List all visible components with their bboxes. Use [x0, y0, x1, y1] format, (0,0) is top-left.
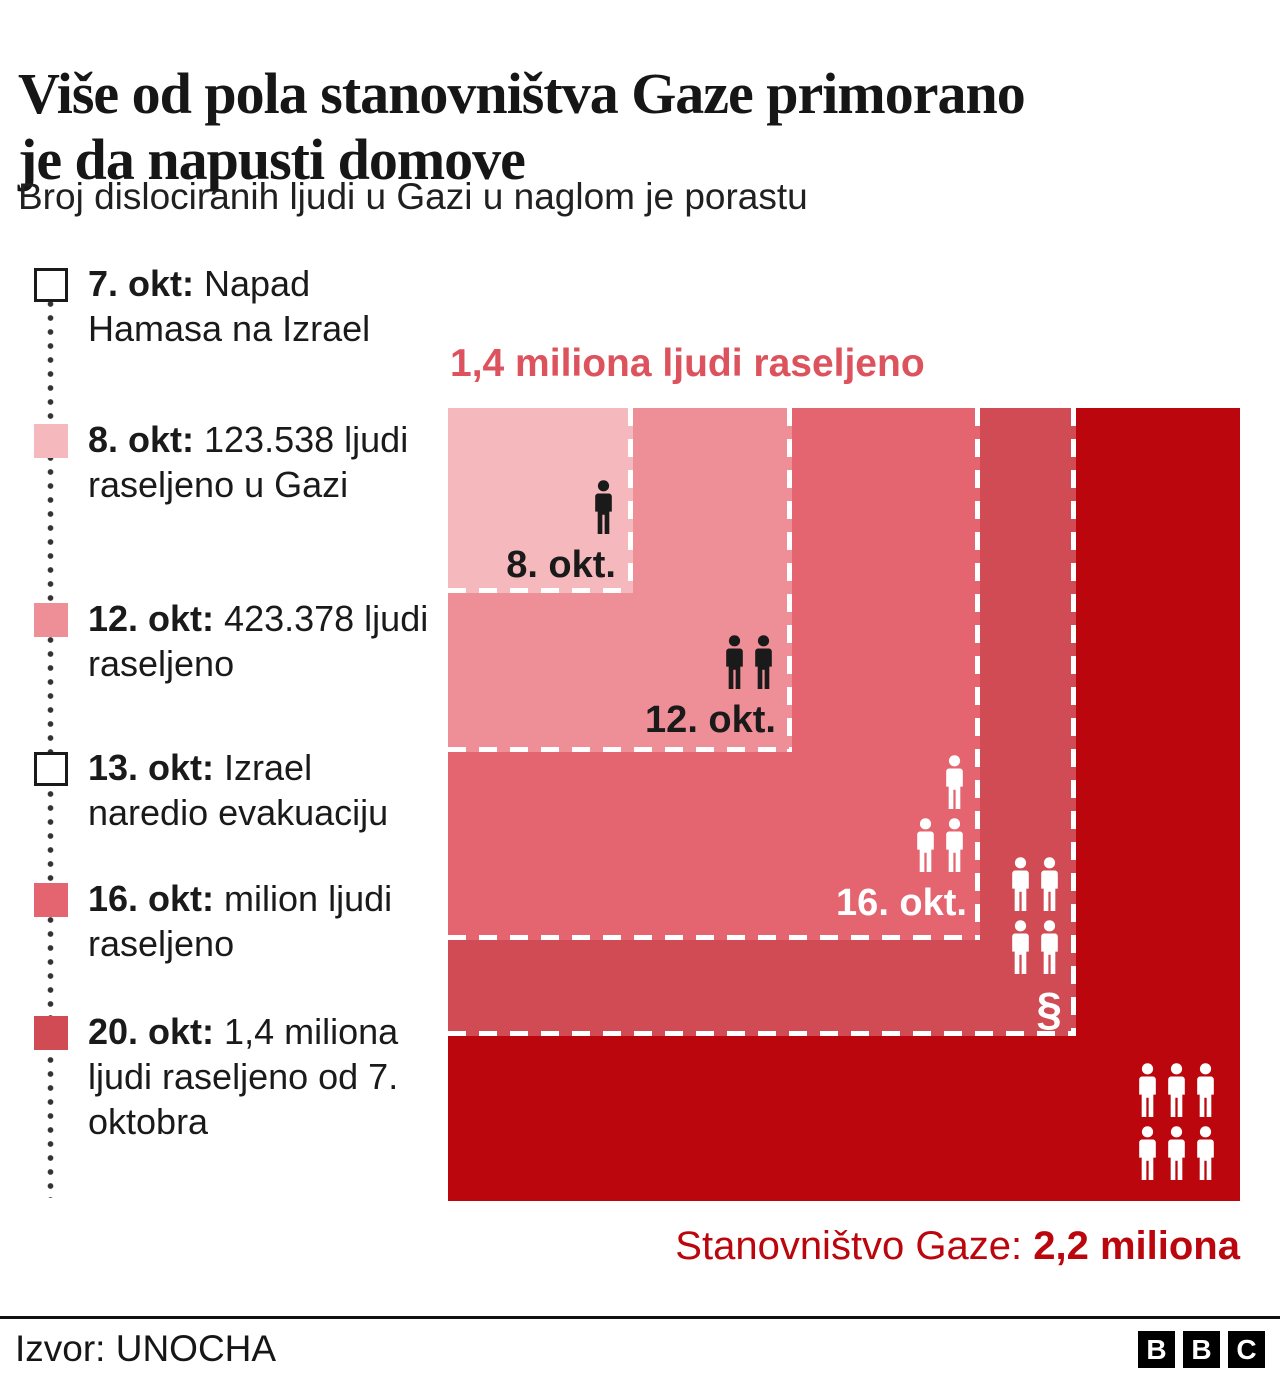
bbc-logo-block: B — [1183, 1331, 1220, 1368]
icon-row — [942, 755, 967, 809]
footer-divider — [0, 1316, 1280, 1319]
timeline-item-text: 20. okt: 1,4 miliona ljudi raseljeno od … — [88, 1009, 436, 1144]
region-dashed-border-right — [787, 408, 792, 752]
person-icon — [946, 818, 963, 872]
person-icon — [1197, 1126, 1214, 1180]
source-label: Izvor: UNOCHA — [15, 1328, 277, 1369]
bbc-logo-block: B — [1138, 1331, 1175, 1368]
icon-row — [913, 818, 967, 872]
icon-row — [1008, 857, 1062, 911]
region-dashed-border-bottom — [448, 935, 980, 940]
page-subtitle: Broj dislociranih ljudi u Gazi u naglom … — [18, 176, 808, 217]
region-label-okt-12: 12. okt. — [645, 699, 776, 741]
timeline-item-description: Izrael naredio evakuaciju — [88, 747, 389, 833]
population-total-label: Stanovništvo Gaze: 2,2 miliona — [675, 1224, 1240, 1269]
timeline-item-date: 16. okt: — [88, 878, 225, 919]
person-icon — [726, 635, 743, 689]
icon-row — [1135, 1126, 1218, 1180]
icon-row — [1135, 1063, 1218, 1117]
region-dashed-border-right — [1071, 408, 1076, 1036]
icon-row — [591, 480, 616, 534]
chart-annotation-displaced: 1,4 miliona ljudi raseljeno — [450, 342, 925, 385]
person-icon — [1139, 1126, 1156, 1180]
timeline-item-text: 8. okt: 123.538 ljudi raseljeno u Gazi — [88, 417, 436, 507]
bbc-logo-block: C — [1228, 1331, 1265, 1368]
timeline-item-date: 13. okt: — [88, 747, 225, 788]
timeline-swatch — [34, 603, 68, 637]
person-icon — [1168, 1126, 1185, 1180]
timeline-item-date: 8. okt: — [88, 419, 205, 460]
icon-row — [722, 635, 776, 689]
icon-row — [1008, 920, 1062, 974]
timeline-item-description: 423.378 ljudi raseljeno — [88, 598, 429, 684]
timeline-item-description: 1,4 miliona ljudi raseljeno od 7. oktobr… — [88, 1011, 399, 1142]
timeline-item-text: 16. okt: milion ljudi raseljeno — [88, 876, 436, 966]
region-label-okt-16: 16. okt. — [836, 882, 967, 924]
displacement-nested-squares-chart: § 16. okt. 12. okt. 8. okt. — [448, 408, 1240, 1201]
timeline-item-description: Napad Hamasa na Izrael — [88, 263, 371, 349]
timeline-swatch — [34, 883, 68, 917]
timeline-item-date: 7. okt: — [88, 263, 205, 304]
person-icon — [1041, 920, 1058, 974]
timeline-legend: 7. okt: Napad Hamasa na Izrael 8. okt: 12… — [0, 0, 450, 1210]
region-dashed-border-right — [628, 408, 633, 593]
person-icon — [1168, 1063, 1185, 1117]
region-dashed-border-bottom — [448, 588, 633, 593]
icon-group-okt-12: 12. okt. — [645, 635, 776, 740]
region-dashed-border-bottom — [448, 1031, 1076, 1036]
page-title: Više od pola stanovništva Gaze primorano… — [18, 61, 1228, 193]
timeline-dotted-line — [47, 286, 54, 1198]
person-icon — [755, 635, 772, 689]
person-icon — [946, 755, 963, 809]
icon-group-okt-16: 16. okt. — [836, 755, 967, 923]
region-label-okt-8: 8. okt. — [506, 544, 616, 586]
person-icon — [1012, 857, 1029, 911]
timeline-item-description: 123.538 ljudi raseljeno u Gazi — [88, 419, 409, 505]
page-title-line: Više od pola stanovništva Gaze primorano — [18, 60, 1026, 126]
timeline-item-text: 13. okt: Izrael naredio evakuaciju — [88, 745, 436, 835]
icon-group-okt-8: 8. okt. — [506, 480, 616, 585]
timeline-item-date: 12. okt: — [88, 598, 225, 639]
person-icon — [917, 818, 934, 872]
timeline-item-text: 12. okt: 423.378 ljudi raseljeno — [88, 596, 436, 686]
person-icon — [1041, 857, 1058, 911]
partial-person-section-glyph: § — [1036, 983, 1062, 1035]
page-title-line: je da napusti domove — [18, 126, 526, 192]
person-icon — [1012, 920, 1029, 974]
person-icon — [1139, 1063, 1156, 1117]
person-icon — [595, 480, 612, 534]
icon-group-okt-20: § — [1008, 857, 1062, 1035]
population-label-prefix: Stanovništvo Gaze: — [675, 1224, 1034, 1268]
timeline-swatch — [34, 752, 68, 786]
population-label-value: 2,2 miliona — [1033, 1224, 1240, 1268]
timeline-swatch — [34, 268, 68, 302]
icon-group-population-total — [1135, 1063, 1218, 1180]
region-dashed-border-bottom — [448, 747, 792, 752]
timeline-swatch — [34, 424, 68, 458]
timeline-item-description: milion ljudi raseljeno — [88, 878, 393, 964]
timeline-item-date: 20. okt: — [88, 1011, 225, 1052]
person-icon — [1197, 1063, 1214, 1117]
timeline-item-text: 7. okt: Napad Hamasa na Izrael — [88, 261, 436, 351]
region-dashed-border-right — [975, 408, 980, 940]
timeline-swatch — [34, 1016, 68, 1050]
